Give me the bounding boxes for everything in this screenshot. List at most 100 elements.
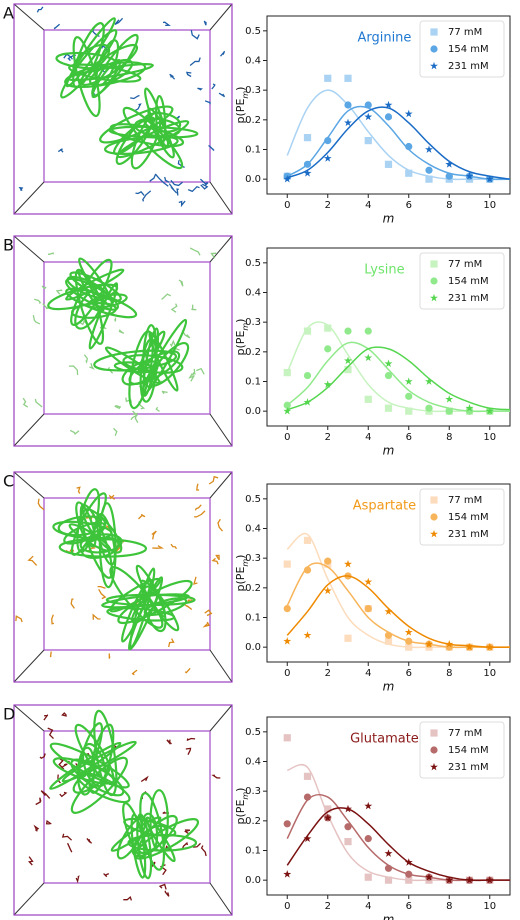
y-tick-label: 0.1 xyxy=(245,377,261,388)
box-edge xyxy=(13,181,45,215)
marker xyxy=(303,536,312,544)
y-tick-label: 0.3 xyxy=(245,786,261,797)
ligand xyxy=(169,73,176,80)
ligand xyxy=(35,797,42,806)
ligand xyxy=(108,653,111,659)
ligand xyxy=(43,714,49,721)
marker xyxy=(445,407,453,415)
marker xyxy=(425,640,433,648)
ligand xyxy=(47,252,54,256)
panel-label: A xyxy=(3,4,14,23)
x-axis-label: m xyxy=(383,212,395,226)
marker xyxy=(445,643,453,651)
marker xyxy=(364,327,372,335)
ligand xyxy=(40,790,51,799)
ligand xyxy=(86,838,93,844)
y-tick-label: 0.5 xyxy=(245,258,261,269)
ligand xyxy=(208,145,215,151)
ligand xyxy=(61,712,67,717)
ligand xyxy=(59,791,68,798)
protein-strand xyxy=(75,501,97,548)
box-edge xyxy=(13,882,45,916)
marker xyxy=(425,873,433,881)
y-tick-label: 0.2 xyxy=(245,583,261,594)
marker xyxy=(405,392,413,400)
y-axis-label: p(PEm) xyxy=(234,788,250,825)
marker xyxy=(303,834,312,842)
ligand xyxy=(200,845,207,857)
x-tick-label: 10 xyxy=(483,200,496,211)
box-edge xyxy=(13,471,45,499)
box-edge xyxy=(209,181,233,215)
marker xyxy=(445,395,454,403)
legend-box xyxy=(419,721,505,779)
box-edge xyxy=(209,882,233,916)
box-outer xyxy=(13,3,233,215)
legend-marker xyxy=(430,28,438,36)
protein-strand xyxy=(65,277,119,311)
ligand xyxy=(199,178,209,186)
protein-strand xyxy=(130,813,147,879)
box-inner xyxy=(43,730,211,884)
marker xyxy=(384,637,393,645)
marker xyxy=(405,142,413,151)
marker xyxy=(324,74,332,82)
marker xyxy=(465,876,474,884)
protein-strand xyxy=(88,723,115,794)
fit-line xyxy=(286,807,510,882)
fit-line xyxy=(286,532,510,649)
ligand xyxy=(89,363,95,370)
ligand xyxy=(27,555,38,566)
marker xyxy=(405,876,413,884)
marker xyxy=(384,160,393,168)
ligand xyxy=(185,747,192,755)
plot-frame xyxy=(266,483,511,663)
marker xyxy=(465,404,474,412)
marker xyxy=(384,849,393,857)
marker xyxy=(324,137,332,145)
marker xyxy=(485,407,494,415)
protein-strand xyxy=(96,512,116,566)
y-tick-label: 0.5 xyxy=(245,727,261,738)
x-tick-label: 8 xyxy=(446,668,452,679)
x-tick-label: 4 xyxy=(365,200,371,211)
marker xyxy=(445,876,454,884)
marker xyxy=(364,873,372,881)
x-tick-label: 2 xyxy=(325,901,331,912)
marker xyxy=(283,870,292,878)
marker xyxy=(344,838,352,846)
y-axis-label-part: m xyxy=(241,323,250,331)
panel-label: B xyxy=(3,236,14,255)
legend-label: 231 mM xyxy=(448,293,489,304)
marker xyxy=(283,734,291,742)
x-tick-label: 0 xyxy=(284,901,290,912)
ligand xyxy=(123,895,133,901)
legend-label: 231 mM xyxy=(448,61,489,72)
y-tick-label: 0.4 xyxy=(245,56,261,67)
ligand xyxy=(168,638,175,648)
ligand xyxy=(114,17,124,25)
ligand xyxy=(138,513,146,520)
y-tick-label: 0.2 xyxy=(245,816,261,827)
marker xyxy=(344,74,352,82)
legend-label: 231 mM xyxy=(448,529,489,540)
box-edge xyxy=(209,3,233,31)
x-axis-label: m xyxy=(383,444,395,458)
x-tick-label: 2 xyxy=(325,432,331,443)
ligand xyxy=(39,753,46,759)
ligand xyxy=(170,179,183,187)
fit-line xyxy=(286,106,511,180)
marker xyxy=(283,560,291,568)
y-tick-label: 0.1 xyxy=(245,145,261,156)
marker xyxy=(465,643,474,651)
y-tick-label: 0.3 xyxy=(245,85,261,96)
legend-label: 154 mM xyxy=(448,512,489,523)
ligand xyxy=(164,890,170,897)
marker xyxy=(283,605,291,613)
box-edge xyxy=(209,704,233,732)
x-tick-label: 6 xyxy=(406,432,412,443)
ligand xyxy=(188,373,196,382)
marker xyxy=(384,864,393,872)
x-tick-label: 10 xyxy=(483,432,496,443)
ligand xyxy=(97,585,106,589)
